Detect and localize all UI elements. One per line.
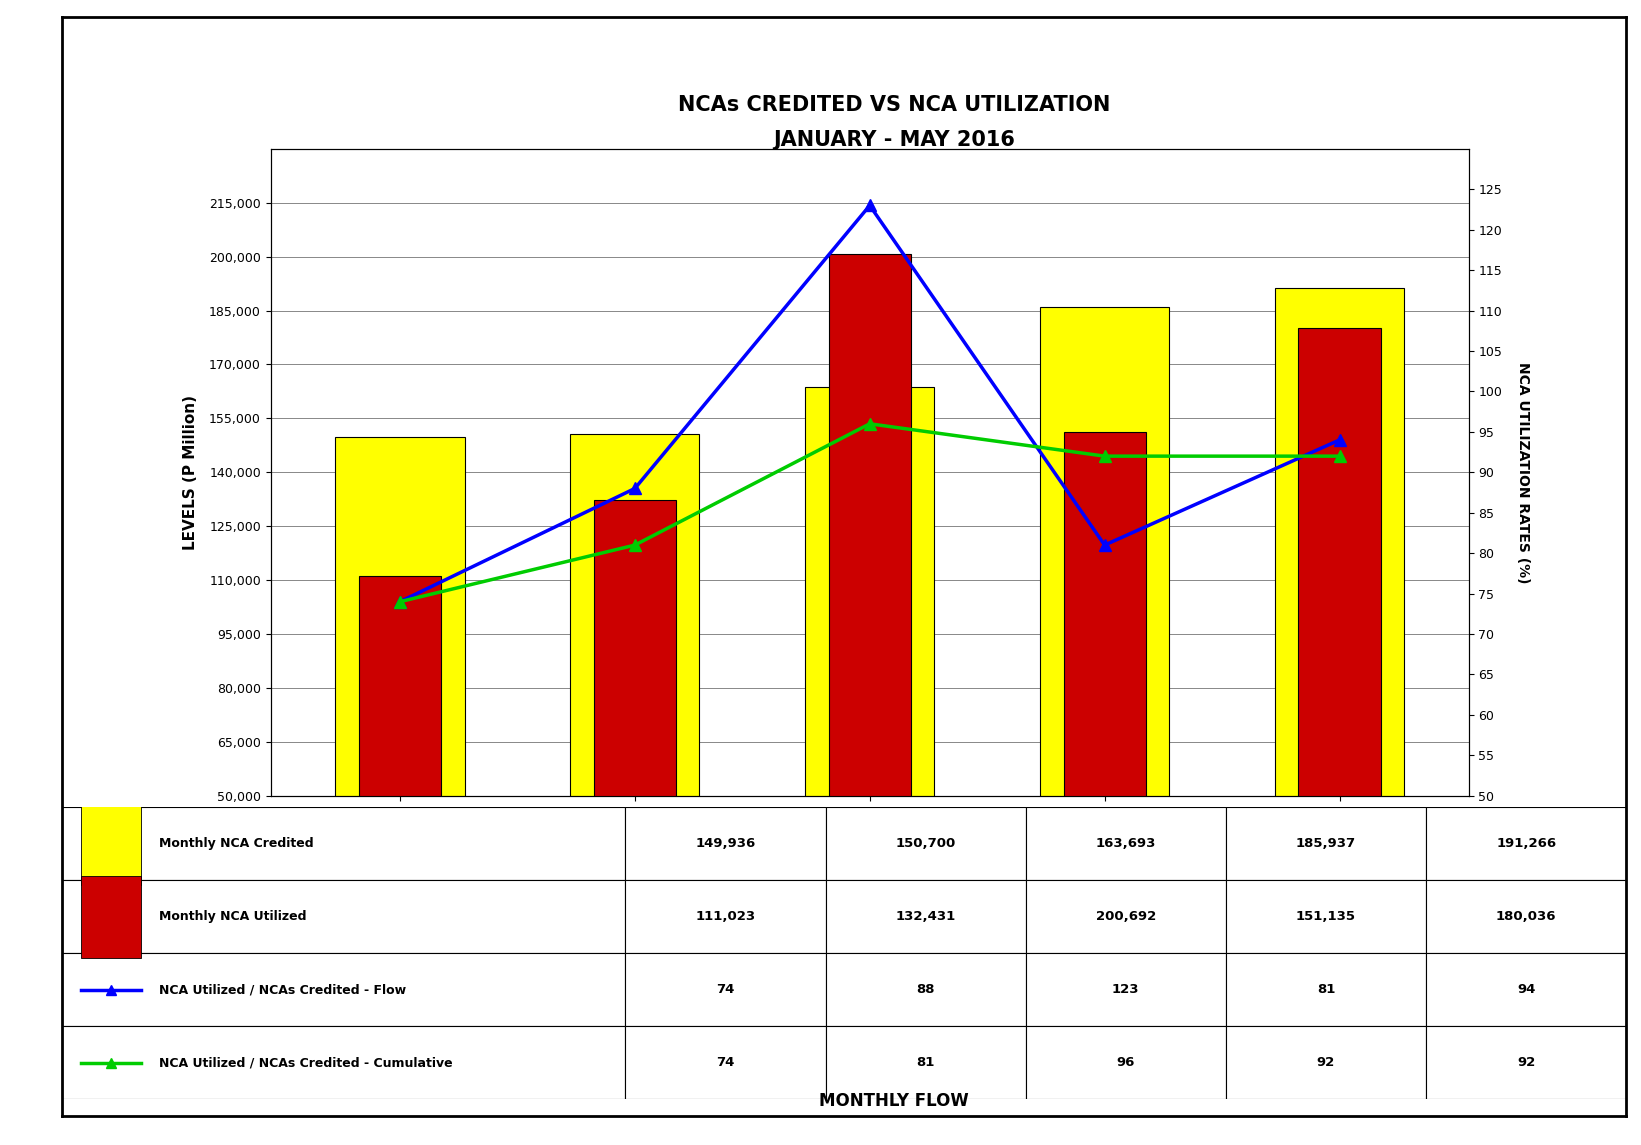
Bar [62,807,625,881]
Bar [1026,807,1226,881]
Bar [1426,953,1626,1026]
Text: Monthly NCA Credited: Monthly NCA Credited [159,837,313,851]
Text: Monthly NCA Utilized: Monthly NCA Utilized [159,910,307,923]
Bar [571,434,699,976]
Text: 92: 92 [1316,1056,1336,1069]
Text: 123: 123 [1113,984,1139,996]
Y-axis label: NCA UTILIZATION RATES (%): NCA UTILIZATION RATES (%) [1516,362,1529,583]
Text: 151,135: 151,135 [1296,910,1355,923]
Text: 81: 81 [916,1056,935,1069]
Text: 111,023: 111,023 [696,910,755,923]
Bar [62,1026,625,1099]
Bar [829,254,911,976]
Bar [80,876,141,957]
Bar [1226,953,1426,1026]
Text: 81: 81 [1316,984,1336,996]
Bar [1026,953,1226,1026]
Bar [1026,881,1226,953]
Bar [1226,1026,1426,1099]
Bar [62,881,625,953]
Bar [1063,433,1145,976]
Bar [594,499,676,976]
Bar [359,576,441,976]
Bar [62,953,625,1026]
Bar [625,953,825,1026]
Text: 185,937: 185,937 [1296,837,1355,851]
Bar [80,803,141,885]
Bar [825,1026,1026,1099]
Bar [625,1026,825,1099]
Bar [825,953,1026,1026]
Text: 200,692: 200,692 [1096,910,1155,923]
Text: 92: 92 [1516,1056,1536,1069]
Bar [1426,881,1626,953]
Text: 88: 88 [916,984,935,996]
Bar [1040,307,1170,976]
Text: JANUARY - MAY 2016: JANUARY - MAY 2016 [773,129,1016,150]
Text: 74: 74 [715,984,735,996]
Bar [806,387,934,976]
Bar [625,807,825,881]
Bar [1426,1026,1626,1099]
Text: 163,693: 163,693 [1096,837,1155,851]
Y-axis label: LEVELS (P Million): LEVELS (P Million) [184,395,199,550]
Text: 132,431: 132,431 [896,910,955,923]
Text: 74: 74 [715,1056,735,1069]
Text: 96: 96 [1116,1056,1136,1069]
Text: 150,700: 150,700 [896,837,955,851]
Text: MONTHLY FLOW: MONTHLY FLOW [819,1092,970,1111]
Bar [335,436,464,976]
Bar [1026,1026,1226,1099]
Text: 191,266: 191,266 [1497,837,1556,851]
Bar [825,881,1026,953]
Bar [1226,881,1426,953]
Bar [1298,329,1380,976]
Bar [1226,807,1426,881]
Bar [1426,807,1626,881]
Text: 94: 94 [1516,984,1536,996]
Text: NCA Utilized / NCAs Credited - Flow: NCA Utilized / NCAs Credited - Flow [159,984,407,996]
Text: 180,036: 180,036 [1497,910,1556,923]
Bar [1275,289,1405,976]
Bar [825,807,1026,881]
Text: NCAs CREDITED VS NCA UTILIZATION: NCAs CREDITED VS NCA UTILIZATION [678,95,1111,116]
Text: 149,936: 149,936 [696,837,755,851]
Text: NCA Utilized / NCAs Credited - Cumulative: NCA Utilized / NCAs Credited - Cumulativ… [159,1056,453,1069]
Bar [625,881,825,953]
